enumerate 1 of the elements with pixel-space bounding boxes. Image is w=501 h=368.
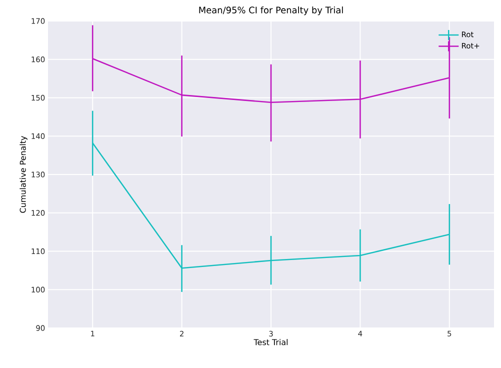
chart-title: Mean/95% CI for Penalty by Trial <box>199 6 343 16</box>
